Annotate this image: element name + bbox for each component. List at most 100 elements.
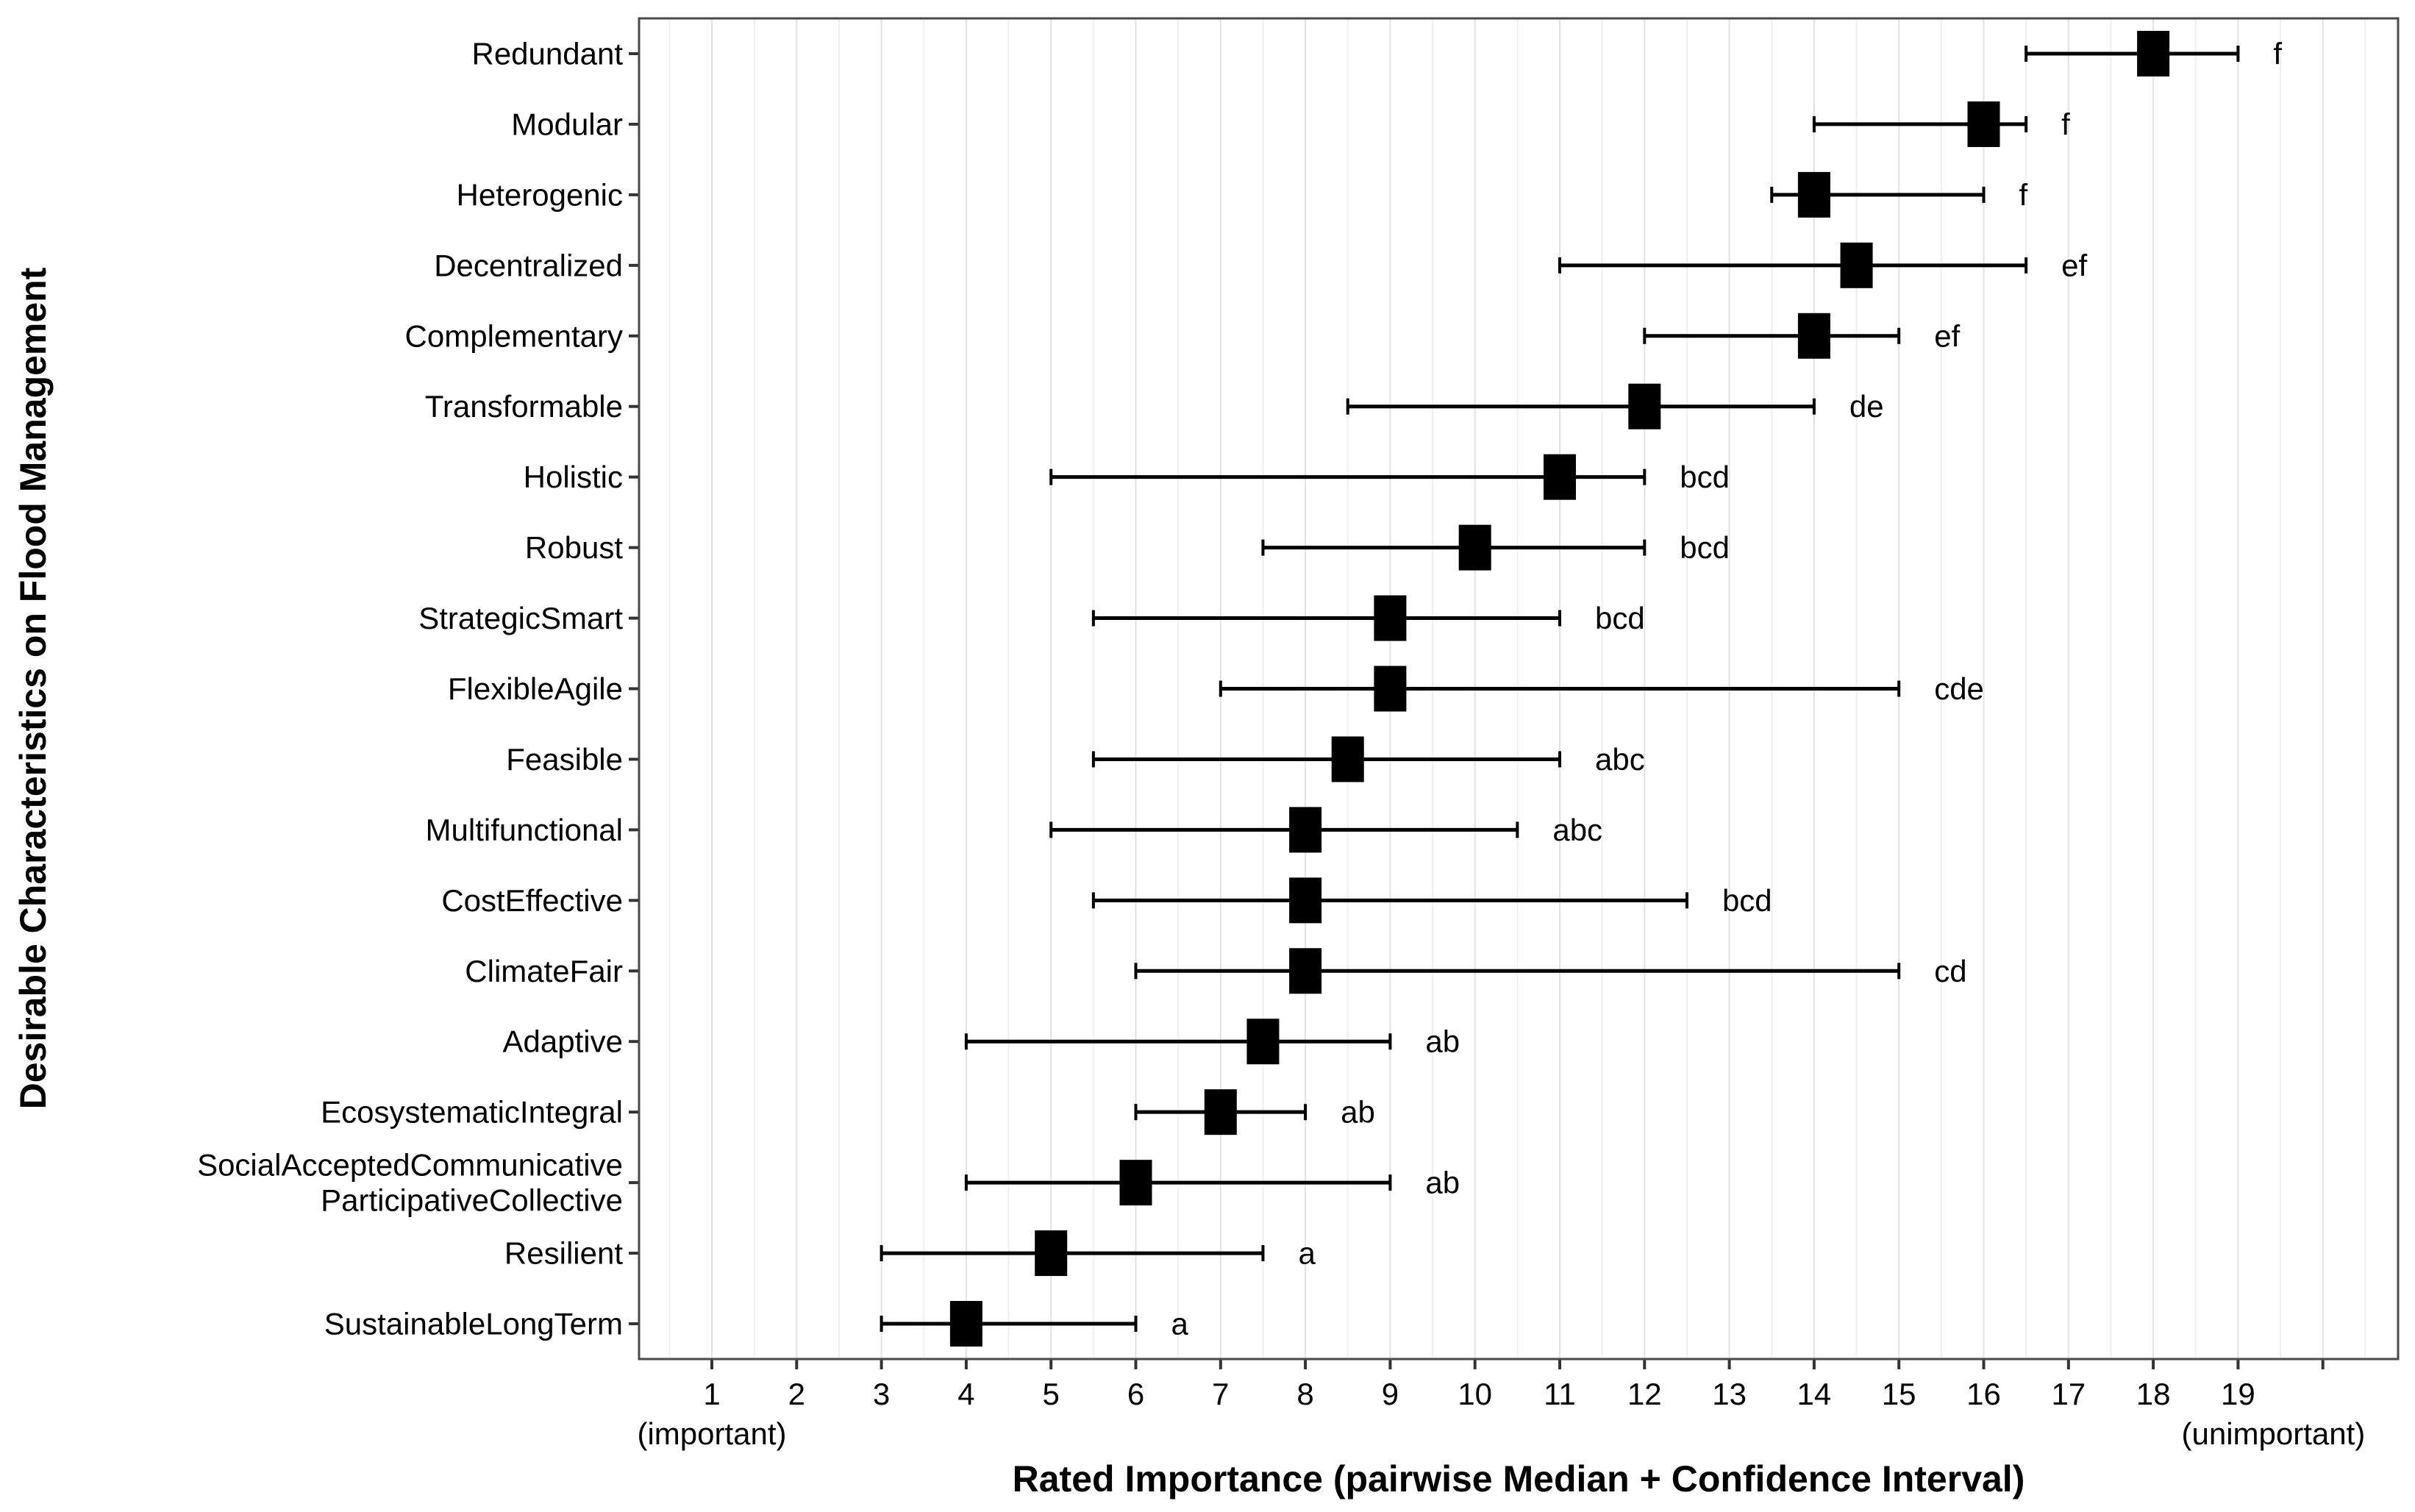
median-point	[1967, 101, 2000, 147]
errorbar-row: f	[1812, 101, 2070, 147]
category-label: Robust	[525, 530, 623, 565]
x-tick-label: 16	[1966, 1377, 2001, 1411]
median-point	[949, 1301, 982, 1347]
group-letter: ab	[1425, 1166, 1460, 1200]
x-tick-label: 17	[2051, 1377, 2086, 1411]
data-layer: f f f ef ef de bcd bcd bcd cde abc abc bcd cd ab ab ab a a	[880, 30, 2282, 1347]
x-tick-label: 5	[1043, 1377, 1060, 1411]
group-letter: a	[1171, 1307, 1189, 1341]
median-point	[1797, 171, 1830, 218]
x-tick-label: 4	[957, 1377, 974, 1411]
x-tick-label: 9	[1382, 1377, 1399, 1411]
category-label: StrategicSmart	[418, 601, 623, 635]
x-tick-label: 13	[1712, 1377, 1747, 1411]
x-axis-note-unimportant: (unimportant)	[2182, 1416, 2366, 1451]
errorbar-row: f	[2025, 30, 2282, 76]
category-label: Holistic	[524, 460, 623, 494]
group-letter: abc	[1595, 742, 1645, 777]
median-point	[1289, 807, 1322, 853]
x-tick-label: 12	[1627, 1377, 1662, 1411]
category-label: Modular	[511, 107, 623, 141]
category-label: Transformable	[425, 389, 623, 424]
group-letter: a	[1298, 1236, 1316, 1271]
median-point	[1289, 948, 1322, 994]
median-point	[2137, 30, 2170, 76]
errorbar-row: ef	[1558, 242, 2088, 288]
median-point	[1204, 1089, 1237, 1135]
category-label: FlexibleAgile	[448, 671, 623, 706]
x-tick-label: 19	[2221, 1377, 2255, 1411]
median-point	[1374, 595, 1407, 641]
y-axis-title: Desirable Characteristics on Flood Manag…	[13, 267, 54, 1109]
category-label: EcosystematicIntegral	[321, 1095, 623, 1130]
errorbar-row: a	[880, 1301, 1189, 1347]
category-label: Decentralized	[434, 248, 623, 282]
x-tick-label: 6	[1127, 1377, 1144, 1411]
errorbar-row: bcd	[1049, 454, 1730, 500]
errorbar-row: abc	[1091, 736, 1645, 782]
category-label: Heterogenic	[457, 177, 623, 212]
x-tick-label: 2	[788, 1377, 805, 1411]
errorbar-row: ab	[1134, 1089, 1375, 1135]
x-tick-label: 18	[2136, 1377, 2171, 1411]
category-label: SocialAcceptedCommunicative Participative…	[197, 1148, 623, 1218]
x-tick-label: 1	[703, 1377, 720, 1411]
x-tick-label: 7	[1212, 1377, 1229, 1411]
errorbar-row: cde	[1219, 666, 1984, 712]
category-label: ClimateFair	[465, 954, 623, 988]
x-axis-note-important: (important)	[637, 1416, 786, 1451]
x-tick-label: 15	[1882, 1377, 1916, 1411]
errorbar-row: cd	[1134, 948, 1967, 994]
category-label: Complementary	[405, 318, 623, 353]
group-letter: ef	[2061, 248, 2087, 282]
errorbar-row: bcd	[1261, 524, 1730, 571]
x-axis-title: Rated Importance (pairwise Median + Conf…	[1013, 1458, 2025, 1499]
category-label: Redundant	[471, 36, 623, 71]
group-letter: cde	[1934, 671, 1984, 706]
group-letter: ab	[1425, 1024, 1460, 1059]
errorbar-row: ab	[964, 1160, 1460, 1206]
category-label: Resilient	[504, 1236, 623, 1271]
errorbar-row: bcd	[1091, 595, 1645, 641]
x-tick-label: 8	[1296, 1377, 1313, 1411]
median-point	[1458, 524, 1491, 571]
group-letter: abc	[1552, 813, 1602, 847]
category-label: Adaptive	[503, 1024, 623, 1059]
errorbar-row: de	[1346, 383, 1884, 429]
axis-layer: Redundant Modular Heterogenic Decentralized…	[197, 17, 2400, 1451]
group-letter: cd	[1934, 954, 1966, 988]
group-letter: f	[2061, 107, 2070, 141]
group-letter: de	[1849, 389, 1884, 424]
errorbar-row: ef	[1643, 313, 1961, 359]
errorbar-row: abc	[1049, 807, 1602, 853]
group-letter: bcd	[1680, 530, 1730, 565]
group-letter: bcd	[1595, 601, 1645, 635]
median-point	[1119, 1160, 1152, 1206]
panel-border	[638, 17, 2400, 1361]
median-point	[1246, 1019, 1280, 1065]
median-point	[1544, 454, 1576, 500]
errorbar-row: ab	[964, 1019, 1460, 1065]
median-point	[1374, 666, 1407, 712]
category-label: Multifunctional	[426, 813, 623, 847]
category-label: CostEffective	[441, 883, 623, 918]
errorbar-row: a	[880, 1230, 1316, 1277]
group-letter: bcd	[1722, 883, 1772, 918]
category-label: SustainableLongTerm	[324, 1307, 623, 1341]
errorbar-row: bcd	[1091, 877, 1772, 924]
group-letter: ab	[1341, 1095, 1375, 1130]
median-point	[1289, 877, 1322, 924]
category-label: Feasible	[506, 742, 623, 777]
errorbar-row: f	[1770, 171, 2028, 218]
group-letter: f	[2019, 177, 2028, 212]
median-point	[1797, 313, 1830, 359]
x-tick-label: 3	[873, 1377, 890, 1411]
median-point	[1331, 736, 1364, 782]
x-tick-label: 11	[1544, 1377, 1576, 1411]
x-tick-label: 10	[1458, 1377, 1492, 1411]
median-point	[1840, 242, 1873, 288]
group-letter: f	[2273, 36, 2282, 71]
median-point	[1035, 1230, 1068, 1277]
